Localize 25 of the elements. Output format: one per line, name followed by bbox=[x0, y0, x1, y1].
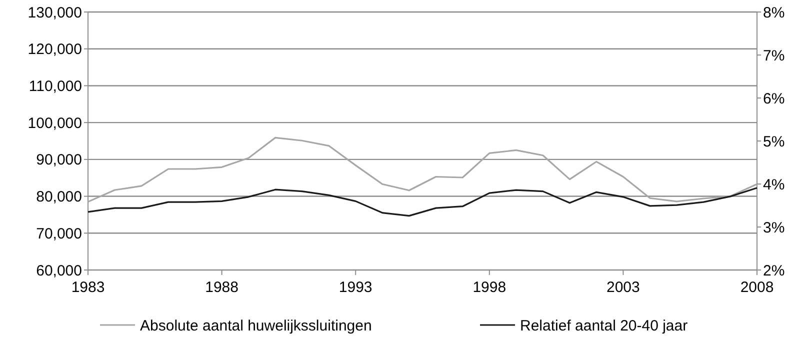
y-tick-label: 80,000 bbox=[36, 188, 82, 206]
y2-tick-label: 7% bbox=[763, 47, 785, 64]
y-tick-label: 130,000 bbox=[28, 4, 82, 22]
y2-tick-label: 5% bbox=[763, 133, 785, 150]
y-tick-label: 90,000 bbox=[36, 152, 82, 169]
x-tick-label: 1998 bbox=[472, 279, 506, 296]
y2-tick-label: 3% bbox=[763, 219, 785, 236]
line-series bbox=[87, 187, 758, 217]
line-series bbox=[87, 136, 758, 203]
x-tick-label: 2008 bbox=[740, 279, 774, 296]
y-tick-label: 60,000 bbox=[36, 262, 82, 280]
y-tick-label: 70,000 bbox=[36, 225, 82, 242]
y2-tick-label: 8% bbox=[763, 4, 785, 22]
legend-label: Absolute aantal huwelijkssluitingen bbox=[140, 317, 372, 334]
x-tick-label: 1988 bbox=[205, 279, 238, 296]
y-tick-label: 120,000 bbox=[28, 41, 82, 58]
y2-tick-label: 4% bbox=[763, 176, 785, 194]
x-tick-label: 1983 bbox=[71, 279, 105, 296]
y2-tick-label: 2% bbox=[763, 262, 785, 280]
legend-label: Relatief aantal 20-40 jaar bbox=[520, 317, 688, 334]
x-tick-label: 2003 bbox=[606, 279, 640, 296]
y-tick-label: 100,000 bbox=[28, 114, 82, 132]
x-tick-label: 1993 bbox=[338, 279, 372, 296]
y-tick-label: 110,000 bbox=[28, 78, 82, 95]
y2-tick-label: 6% bbox=[763, 90, 785, 108]
